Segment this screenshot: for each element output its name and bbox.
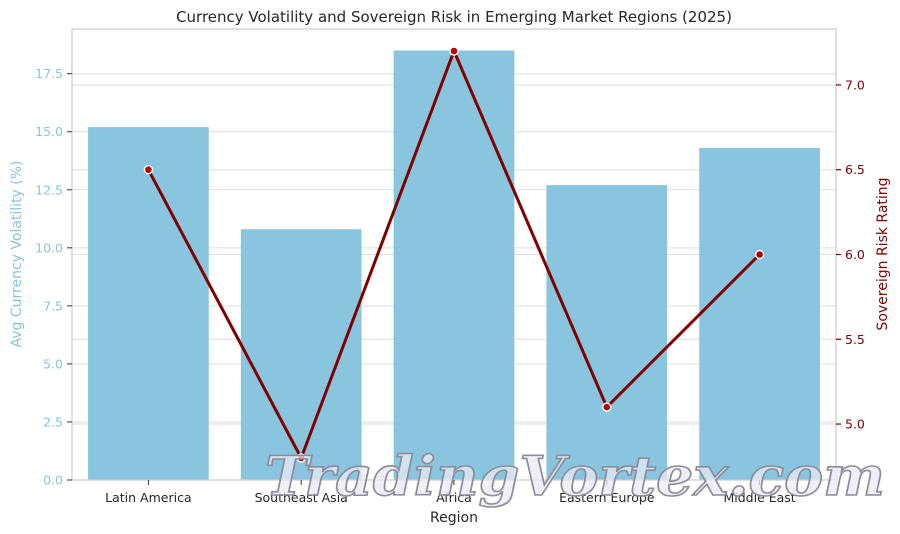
line-point — [449, 46, 459, 56]
left-y-axis-label: Avg Currency Volatility (%) — [9, 160, 25, 347]
line-point — [296, 453, 306, 463]
left-tick-label: 10.0 — [35, 240, 63, 255]
left-tick-label: 2.5 — [43, 414, 63, 429]
left-tick-label: 17.5 — [35, 66, 63, 81]
right-tick-label: 5.5 — [845, 332, 865, 347]
line-point — [602, 402, 612, 412]
line-point — [143, 165, 154, 175]
left-axis-ticks: 0.0 2.5 5.0 7.5 10.0 12.5 15.0 17.5 — [35, 66, 72, 488]
left-tick-label: 5.0 — [43, 356, 63, 371]
x-axis-label: Region — [430, 510, 478, 526]
chart-title: Currency Volatility and Sovereign Risk i… — [176, 8, 732, 26]
bar — [240, 229, 362, 480]
x-tick-label: Latin America — [105, 490, 191, 505]
x-tick-label: Middle East — [723, 490, 795, 505]
bar-series — [88, 50, 820, 481]
line-series — [143, 46, 765, 463]
x-axis-ticks: Latin America Southeast Asia Africa Eastern… — [105, 480, 796, 505]
right-tick-label: 7.0 — [845, 77, 865, 92]
right-tick-label: 6.0 — [845, 247, 865, 262]
x-tick-label: Africa — [436, 490, 472, 505]
left-tick-label: 15.0 — [35, 124, 63, 139]
left-tick-label: 0.0 — [43, 473, 63, 488]
bar — [393, 50, 515, 480]
right-axis-ticks: 5.0 5.5 6.0 6.5 7.0 — [836, 77, 865, 432]
bar — [546, 185, 668, 481]
x-tick-label: Southeast Asia — [255, 490, 348, 505]
watermark: TradingVortex.com — [265, 444, 885, 508]
line-point — [754, 249, 765, 260]
right-tick-label: 6.5 — [845, 162, 865, 177]
right-tick-label: 5.0 — [845, 417, 865, 432]
x-tick-label: Eastern Europe — [559, 490, 655, 505]
left-tick-label: 12.5 — [35, 182, 63, 197]
right-y-axis-label: Sovereign Risk Rating — [875, 177, 891, 330]
left-tick-label: 7.5 — [43, 298, 63, 313]
bar — [699, 147, 820, 481]
bar — [88, 127, 209, 481]
